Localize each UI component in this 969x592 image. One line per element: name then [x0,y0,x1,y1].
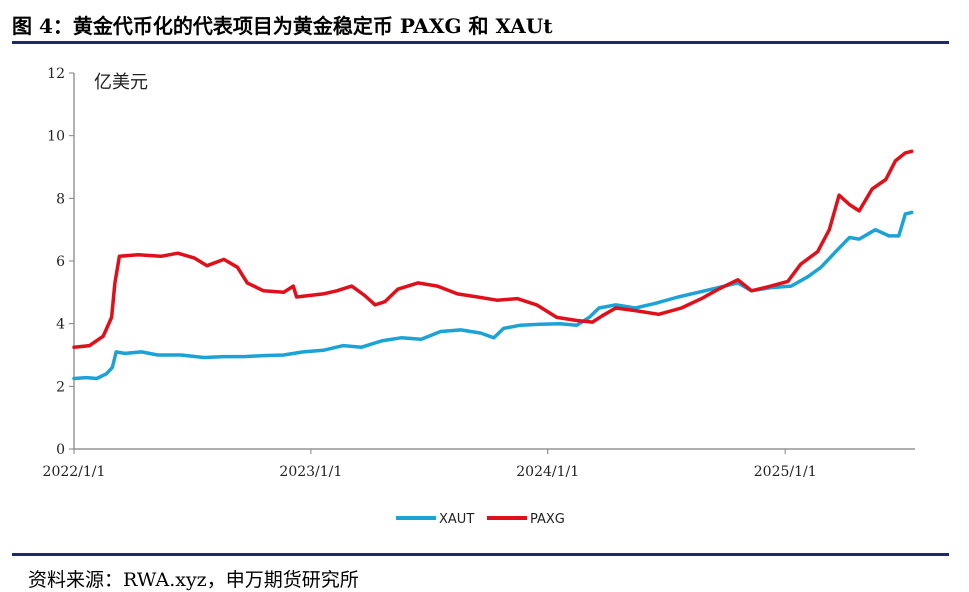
figure-title: 图 4：黄金代币化的代表项目为黄金稳定币 PAXG 和 XAUt [12,14,553,38]
y-tick-label: 8 [56,191,65,207]
legend-label-xaut: XAUT [439,512,474,527]
y-tick-label: 6 [56,254,65,270]
x-tick-label: 2023/1/1 [279,464,342,480]
x-ticks: 2022/1/1 2023/1/1 2024/1/1 2025/1/1 [43,449,817,480]
y-tick-label: 4 [56,317,65,333]
unit-label: 亿美元 [94,72,148,93]
y-tick-label: 12 [47,66,65,82]
y-ticks: 0 2 4 6 8 10 12 [47,66,74,458]
y-tick-label: 2 [56,379,65,395]
bottom-rule [12,553,949,556]
legend-label-paxg: PAXG [530,512,565,527]
source-note: 资料来源：RWA.xyz，申万期货研究所 [28,569,359,591]
series-line-xaut [72,210,914,381]
legend: XAUT PAXG [396,512,565,527]
x-tick-label: 2025/1/1 [754,464,817,480]
y-tick-label: 10 [47,129,65,145]
series-line-paxg [72,149,914,349]
x-tick-label: 2024/1/1 [516,464,579,480]
series-lines [72,149,914,381]
x-tick-label: 2022/1/1 [43,464,106,480]
top-rule [12,41,949,44]
y-tick-label: 0 [56,442,65,458]
